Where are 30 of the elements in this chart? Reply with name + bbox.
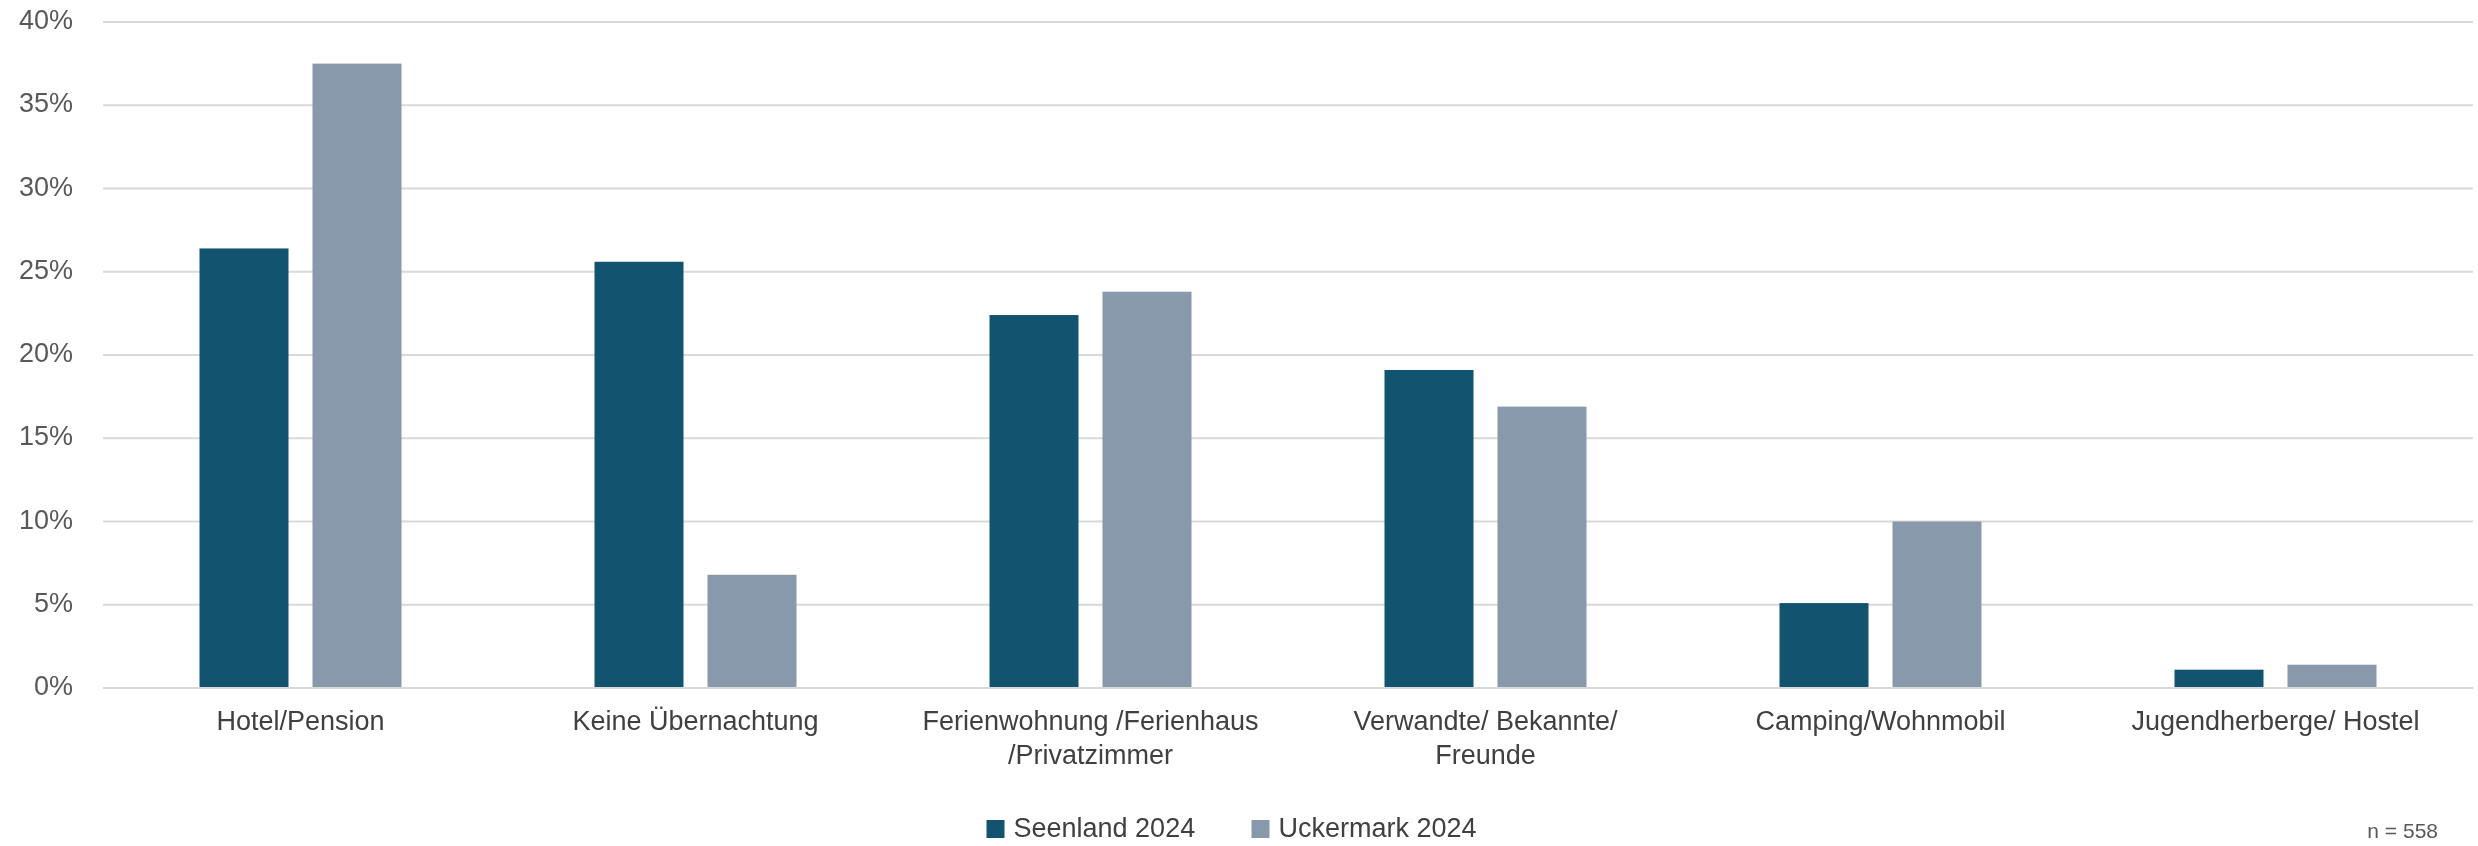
bar (199, 248, 289, 688)
y-tick-label: 15% (18, 421, 73, 452)
bar (312, 63, 402, 688)
y-tick-label: 0% (33, 671, 73, 702)
y-tick-label: 25% (18, 254, 73, 285)
x-tick-label: Verwandte/ Bekannte/ Freunde (1353, 706, 1619, 770)
x-tick-label: Keine Übernachtung (572, 706, 819, 736)
bar (1497, 406, 1587, 688)
bar (2287, 664, 2377, 688)
x-tick-label: Hotel/Pension (216, 706, 385, 736)
y-tick-label: 40% (18, 5, 73, 36)
y-tick-label: 20% (18, 338, 73, 369)
x-tick-label: Ferienwohnung /Ferienhaus /Privatzimmer (922, 706, 1259, 770)
y-tick-label: 35% (18, 88, 73, 119)
bar (989, 315, 1079, 688)
x-tick-label: Camping/Wohnmobil (1755, 706, 2006, 736)
x-tick-label: Jugendherberge/ Hostel (2131, 706, 2420, 736)
bar (1102, 291, 1192, 688)
legend-label: Uckermark 2024 (1278, 813, 1477, 844)
bar (594, 261, 684, 688)
bar (707, 574, 797, 688)
legend-label: Seenland 2024 (1013, 813, 1196, 844)
bar (1892, 521, 1982, 688)
bar (2174, 669, 2264, 688)
y-tick-label: 10% (18, 504, 73, 535)
y-tick-label: 30% (18, 171, 73, 202)
y-tick-label: 5% (33, 587, 73, 618)
bar (1779, 603, 1869, 688)
text: n = 558 (2367, 819, 2438, 842)
bar (1384, 369, 1474, 688)
